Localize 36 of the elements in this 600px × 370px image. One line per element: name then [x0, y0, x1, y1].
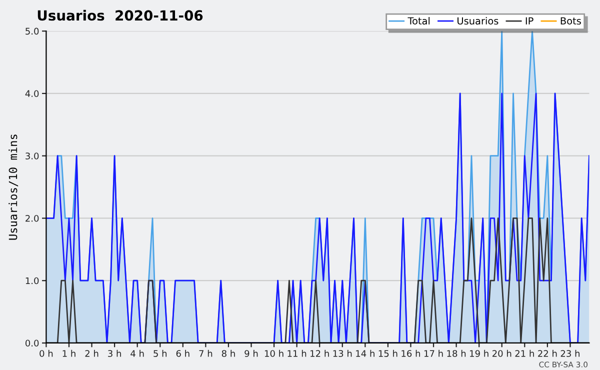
x-tick-label: 1 h: [62, 350, 76, 357]
x-tick-label: 19 h: [470, 350, 488, 357]
x-tick-label: 18 h: [447, 350, 466, 357]
x-tick-label: 9 h: [244, 350, 258, 357]
x-tick-label: 12 h: [310, 350, 329, 357]
y-axis-title: Usuarios/10 mins: [8, 134, 18, 240]
x-tick-label: 4 h: [130, 350, 144, 357]
x-tick-label: 11 h: [288, 350, 306, 357]
y-tick-label: 5.0: [26, 28, 39, 35]
x-tick-label: 16 h: [402, 350, 420, 357]
legend-label: Total: [408, 17, 430, 25]
x-tick-label: 20 h: [492, 350, 512, 357]
x-tick-label: 6 h: [176, 350, 190, 357]
x-tick-label: 0 h: [40, 350, 53, 357]
x-tick-label: 17 h: [424, 350, 443, 357]
y-tick-label: 1.0: [26, 277, 39, 284]
x-tick-label: 7 h: [199, 350, 212, 357]
legend-label: Bots: [560, 17, 581, 25]
x-tick-label: 22 h: [538, 350, 557, 357]
x-tick-label: 13 h: [333, 350, 352, 357]
x-tick-label: 21 h: [515, 350, 534, 357]
x-tick-label: 23 h: [560, 350, 580, 357]
chart-title: Usuarios 2020-11-06: [38, 10, 203, 21]
x-tick-label: 3 h: [108, 350, 121, 357]
y-tick-label: 4.0: [25, 90, 39, 98]
x-tick-label: 2 h: [85, 350, 98, 357]
legend-label: IP: [526, 17, 534, 24]
x-tick-label: 8 h: [222, 350, 235, 357]
x-tick-label: 10 h: [264, 350, 284, 357]
legend-label: Usuarios: [458, 17, 498, 25]
y-tick-label: 3.0: [26, 152, 39, 160]
y-tick-label: 0.0: [25, 340, 39, 347]
x-tick-label: 5 h: [154, 350, 167, 357]
x-tick-label: 14 h: [356, 350, 374, 357]
y-tick-label: 2.0: [26, 214, 39, 222]
x-tick-label: 15 h: [378, 350, 398, 357]
